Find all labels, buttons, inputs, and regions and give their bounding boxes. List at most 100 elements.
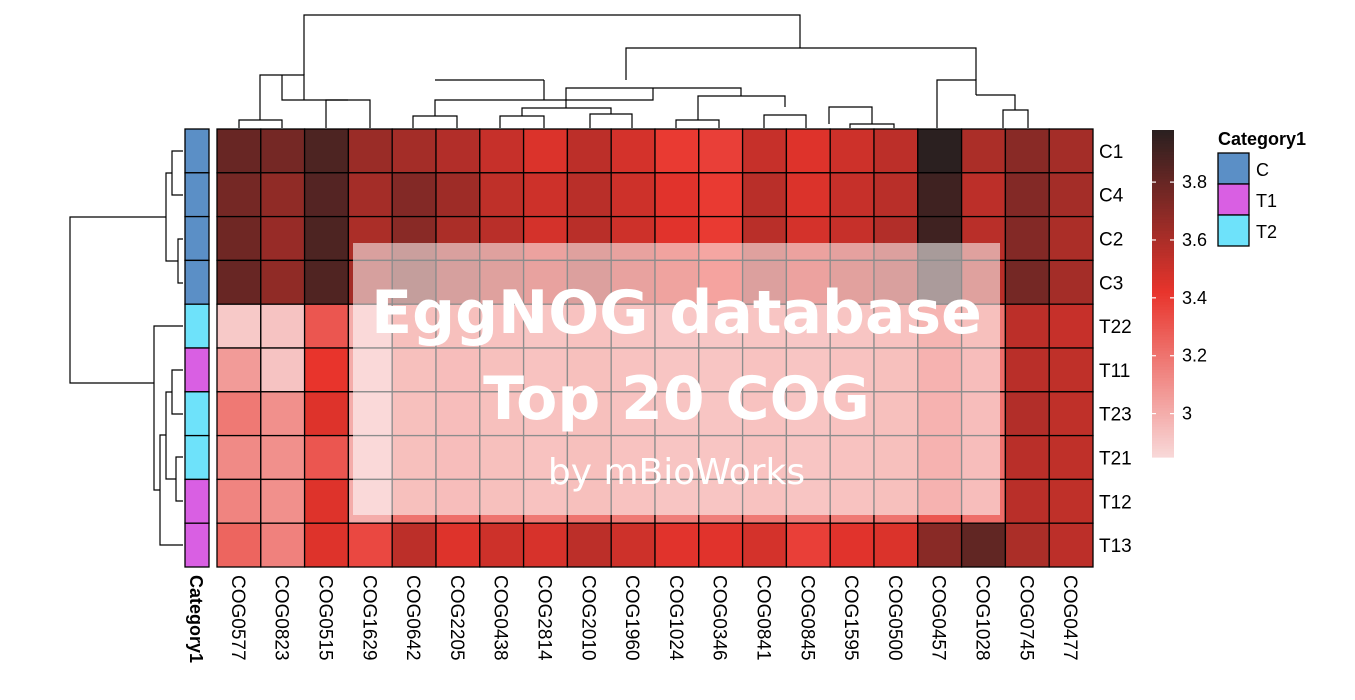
colorbar-segment <box>1152 162 1174 167</box>
heatmap-cell <box>654 128 700 174</box>
heatmap-cell <box>260 347 306 393</box>
colorbar-segment <box>1152 140 1174 145</box>
heatmap-cell <box>303 434 350 481</box>
heatmap-cell <box>873 172 919 218</box>
row-label: T22 <box>1099 317 1132 338</box>
colorbar-segment <box>1152 394 1174 398</box>
colorbar-segment <box>1152 135 1174 139</box>
colorbar-segment <box>1152 348 1174 352</box>
column-label: COG0346 <box>709 575 730 661</box>
heatmap-cell <box>303 478 350 524</box>
colorbar-segment <box>1152 214 1174 218</box>
heatmap-cell <box>873 522 919 568</box>
colorbar-segment <box>1152 228 1174 232</box>
colorbar-segment <box>1152 337 1174 341</box>
colorbar-segment <box>1152 446 1174 450</box>
colorbar-segment <box>1152 157 1174 161</box>
heatmap-cell <box>654 522 700 568</box>
heatmap-cell <box>391 128 437 174</box>
heatmap-cell <box>1004 478 1050 524</box>
category-legend: Category1 C T1 T2 <box>1217 129 1306 247</box>
colorbar-segment <box>1152 241 1174 246</box>
heatmap-cell <box>1004 522 1050 568</box>
heatmap-cell <box>347 172 393 218</box>
column-label: COG1629 <box>358 575 379 661</box>
heatmap-cell <box>917 172 963 218</box>
column-label: COG2205 <box>446 575 467 661</box>
colorbar-segment <box>1152 372 1174 376</box>
column-label: COG0477 <box>1059 575 1080 661</box>
colorbar-segment <box>1152 170 1174 175</box>
colorbar-segment <box>1152 361 1174 365</box>
annotation-cell <box>184 434 210 481</box>
colorbar-segment <box>1152 383 1174 387</box>
colorbar-segment <box>1152 279 1174 284</box>
heatmap-cell <box>785 522 831 568</box>
colorbar-segment <box>1152 397 1174 401</box>
colorbar-segment <box>1152 260 1174 265</box>
colorbar-segment <box>1152 195 1174 199</box>
column-label: COG0500 <box>884 575 905 661</box>
row-label: C3 <box>1099 273 1123 294</box>
heatmap-cell <box>741 522 788 568</box>
annotation-cell <box>184 172 210 218</box>
column-label: COG0577 <box>227 575 248 661</box>
colorbar-segment <box>1152 132 1174 137</box>
heatmap-cell <box>698 128 744 174</box>
heatmap-cell <box>347 128 393 174</box>
heatmap-cell <box>260 303 306 349</box>
row-dendrogram <box>69 150 183 546</box>
colorbar-segment <box>1152 388 1174 393</box>
overlay-subtitle: by mBioWorks <box>547 452 806 493</box>
heatmap-cell <box>1004 434 1050 481</box>
heatmap-cell <box>303 259 350 305</box>
heatmap-cell <box>1048 303 1094 349</box>
colorbar-segment <box>1152 402 1174 406</box>
colorbar-segment <box>1152 266 1174 270</box>
heatmap-cell <box>566 128 612 174</box>
colorbar-segment <box>1152 334 1174 338</box>
heatmap-cell <box>1048 391 1094 437</box>
column-label: COG0745 <box>1015 575 1036 661</box>
colorbar-tick-label: 3.4 <box>1182 288 1207 308</box>
colorbar-segment <box>1152 293 1174 297</box>
colorbar-segment <box>1152 345 1174 349</box>
row-labels: C1 C4 C2 C3 T22 T11 T23 T21 T12 T13 <box>1099 142 1132 557</box>
colorbar-segment <box>1152 296 1174 300</box>
heatmap-cell <box>216 303 262 349</box>
heatmap-cell <box>216 259 262 305</box>
legend-swatch <box>1217 214 1250 247</box>
column-label: COG0841 <box>753 575 774 661</box>
colorbar-segment <box>1152 399 1174 404</box>
column-label: COG1028 <box>972 575 993 661</box>
colorbar-segment <box>1152 258 1174 262</box>
heatmap-cell <box>741 172 788 218</box>
colorbar-segment <box>1152 187 1174 191</box>
legend-label: T1 <box>1256 191 1277 211</box>
heatmap-cell <box>391 522 437 568</box>
heatmap-cell <box>566 172 612 218</box>
heatmap-cell <box>566 522 612 568</box>
colorbar-segment <box>1152 168 1174 172</box>
heatmap-cell <box>303 303 350 349</box>
heatmap-cell <box>260 259 306 305</box>
colorbar-segment <box>1152 418 1174 423</box>
colorbar-segment <box>1152 244 1174 248</box>
legend-title: Category1 <box>1218 129 1306 149</box>
heatmap-cell <box>303 215 350 262</box>
colorbar-segment <box>1152 149 1174 153</box>
heatmap-cell <box>1048 434 1094 481</box>
column-labels: COG0577 COG0823 COG0515 COG1629 COG0642 COG22… <box>227 575 1080 661</box>
heatmap-cell <box>303 522 350 568</box>
annotation-cell <box>184 128 210 174</box>
colorbar-segment <box>1152 407 1174 412</box>
column-label: COG0642 <box>402 575 423 661</box>
row-label: C1 <box>1099 142 1123 163</box>
heatmap-cell <box>873 128 919 174</box>
heatmap-cell <box>698 172 744 218</box>
heatmap-cell <box>1048 172 1094 218</box>
row-label: T12 <box>1099 492 1132 513</box>
heatmap-cell <box>960 172 1007 218</box>
colorbar-segment <box>1152 176 1174 180</box>
colorbar-segment <box>1152 200 1174 205</box>
